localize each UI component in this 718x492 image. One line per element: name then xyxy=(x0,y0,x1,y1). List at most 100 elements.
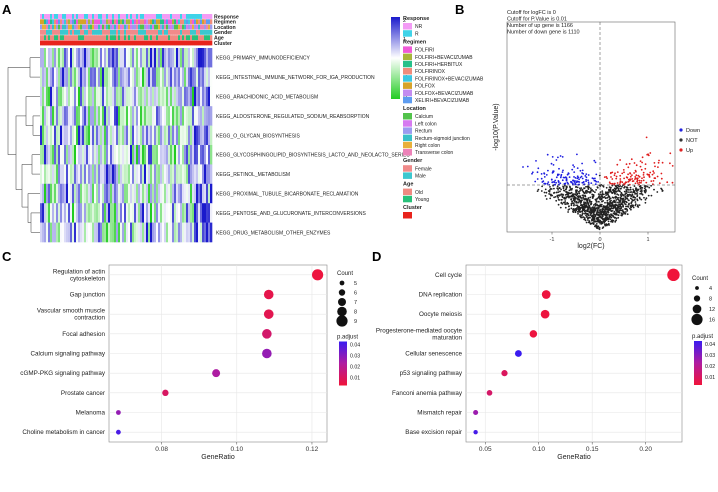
heatmap-cell xyxy=(166,183,169,204)
annotation-cell xyxy=(168,29,171,35)
legend-item-label: Male xyxy=(415,174,426,180)
annotation-cell xyxy=(202,40,205,46)
annotation-cell xyxy=(160,40,163,46)
volcano-point xyxy=(652,170,655,173)
volcano-point xyxy=(626,195,629,198)
volcano-point xyxy=(634,193,636,195)
volcano-point xyxy=(570,181,573,184)
heatmap-cell xyxy=(104,67,107,88)
heatmap-cell xyxy=(154,67,157,88)
heatmap-cell xyxy=(166,222,169,243)
volcano-point xyxy=(592,214,594,217)
heatmap-cell xyxy=(104,164,107,185)
heatmap-cell xyxy=(126,125,129,146)
volcano-point xyxy=(629,175,632,178)
heatmap-cell xyxy=(210,67,213,88)
heatmap-cell xyxy=(204,164,207,185)
annotation-cell xyxy=(64,40,67,46)
volcano-point xyxy=(617,201,619,204)
volcano-point xyxy=(612,212,615,215)
heatmap-cell xyxy=(172,183,175,204)
volcano-point xyxy=(540,173,543,175)
annotation-cell xyxy=(88,14,91,19)
heatmap-cell xyxy=(136,145,139,165)
heatmap-cell xyxy=(62,48,65,68)
volcano-point xyxy=(597,193,600,196)
heatmap-cell xyxy=(54,145,57,165)
volcano-point xyxy=(570,188,573,191)
annotation-cell xyxy=(184,24,187,30)
annotation-cell xyxy=(184,35,187,41)
legend-item-label: FOLFIRI+HERBITUX xyxy=(415,62,463,68)
annotation-cell xyxy=(194,24,197,30)
volcano-point xyxy=(540,177,543,180)
color-legend-bar xyxy=(339,341,347,386)
annotation-cell xyxy=(196,24,199,30)
volcano-point xyxy=(646,153,649,156)
volcano-point xyxy=(631,178,634,180)
heatmap-cell xyxy=(190,203,193,223)
volcano-point xyxy=(594,183,597,186)
heatmap-cell xyxy=(102,67,105,88)
legend-item-label: Old xyxy=(415,190,423,196)
heatmap-cell xyxy=(210,86,213,107)
annotation-cell xyxy=(138,35,141,41)
volcano-point xyxy=(543,182,546,185)
heatmap-cell xyxy=(206,48,209,68)
heatmap-cell xyxy=(194,86,197,107)
heatmap-cell xyxy=(198,48,201,68)
heatmap-cell xyxy=(164,106,167,126)
volcano-point xyxy=(653,172,655,174)
heatmap-cell xyxy=(120,125,123,146)
volcano-point xyxy=(619,159,621,161)
heatmap-cell xyxy=(176,86,179,107)
legend-group-title: Cluster xyxy=(403,205,423,211)
volcano-point xyxy=(640,181,642,184)
annotation-legend: ResponseNRRRegimenFOLFIRIFOLFIRI+BEVACIZ… xyxy=(403,16,484,219)
heatmap-cell xyxy=(48,183,51,204)
color-legend-bar xyxy=(694,341,702,385)
volcano-point xyxy=(621,199,623,201)
volcano-point xyxy=(636,180,638,183)
annotation-cell xyxy=(72,19,75,25)
legend-item-label: Rectum xyxy=(415,129,432,135)
heatmap-cell xyxy=(108,183,111,204)
annotation-cell xyxy=(134,29,137,35)
heatmap-cell xyxy=(186,106,189,126)
volcano-point xyxy=(606,201,609,204)
heatmap-cell xyxy=(204,67,207,88)
heatmap-cell xyxy=(206,106,209,126)
color-legend-title: p.adjust xyxy=(692,334,713,340)
annotation-cell xyxy=(206,35,209,41)
volcano-point xyxy=(607,191,610,194)
heatmap-cell xyxy=(50,203,53,223)
heatmap-cell xyxy=(60,183,63,204)
volcano-point xyxy=(591,210,593,213)
heatmap-cell xyxy=(192,222,195,243)
heatmap-cell xyxy=(128,183,131,204)
volcano-point xyxy=(619,198,622,200)
annotation-cell xyxy=(210,24,213,30)
size-legend-label: 6 xyxy=(354,291,357,297)
annotation-cell xyxy=(172,35,175,41)
annotation-cell xyxy=(204,40,207,46)
heatmap-cell xyxy=(104,222,107,243)
heatmap-cell xyxy=(168,48,171,68)
heatmap-cell xyxy=(134,183,137,204)
heatmap-cell xyxy=(146,164,149,185)
heatmap-cell xyxy=(126,164,129,185)
volcano-point xyxy=(556,194,559,197)
panel-label-a: A xyxy=(2,2,12,17)
size-legend-label: 8 xyxy=(709,297,712,303)
heatmap-cell xyxy=(186,48,189,68)
annotation-cell xyxy=(48,19,51,25)
volcano-point xyxy=(555,199,558,202)
volcano-point xyxy=(550,178,553,181)
heatmap-cell xyxy=(40,145,43,165)
volcano-point xyxy=(608,197,611,199)
heatmap-cell xyxy=(206,222,209,243)
heatmap-cell xyxy=(188,145,191,165)
heatmap-cell xyxy=(52,106,55,126)
annotation-cell xyxy=(164,14,167,19)
volcano-point xyxy=(606,177,608,180)
